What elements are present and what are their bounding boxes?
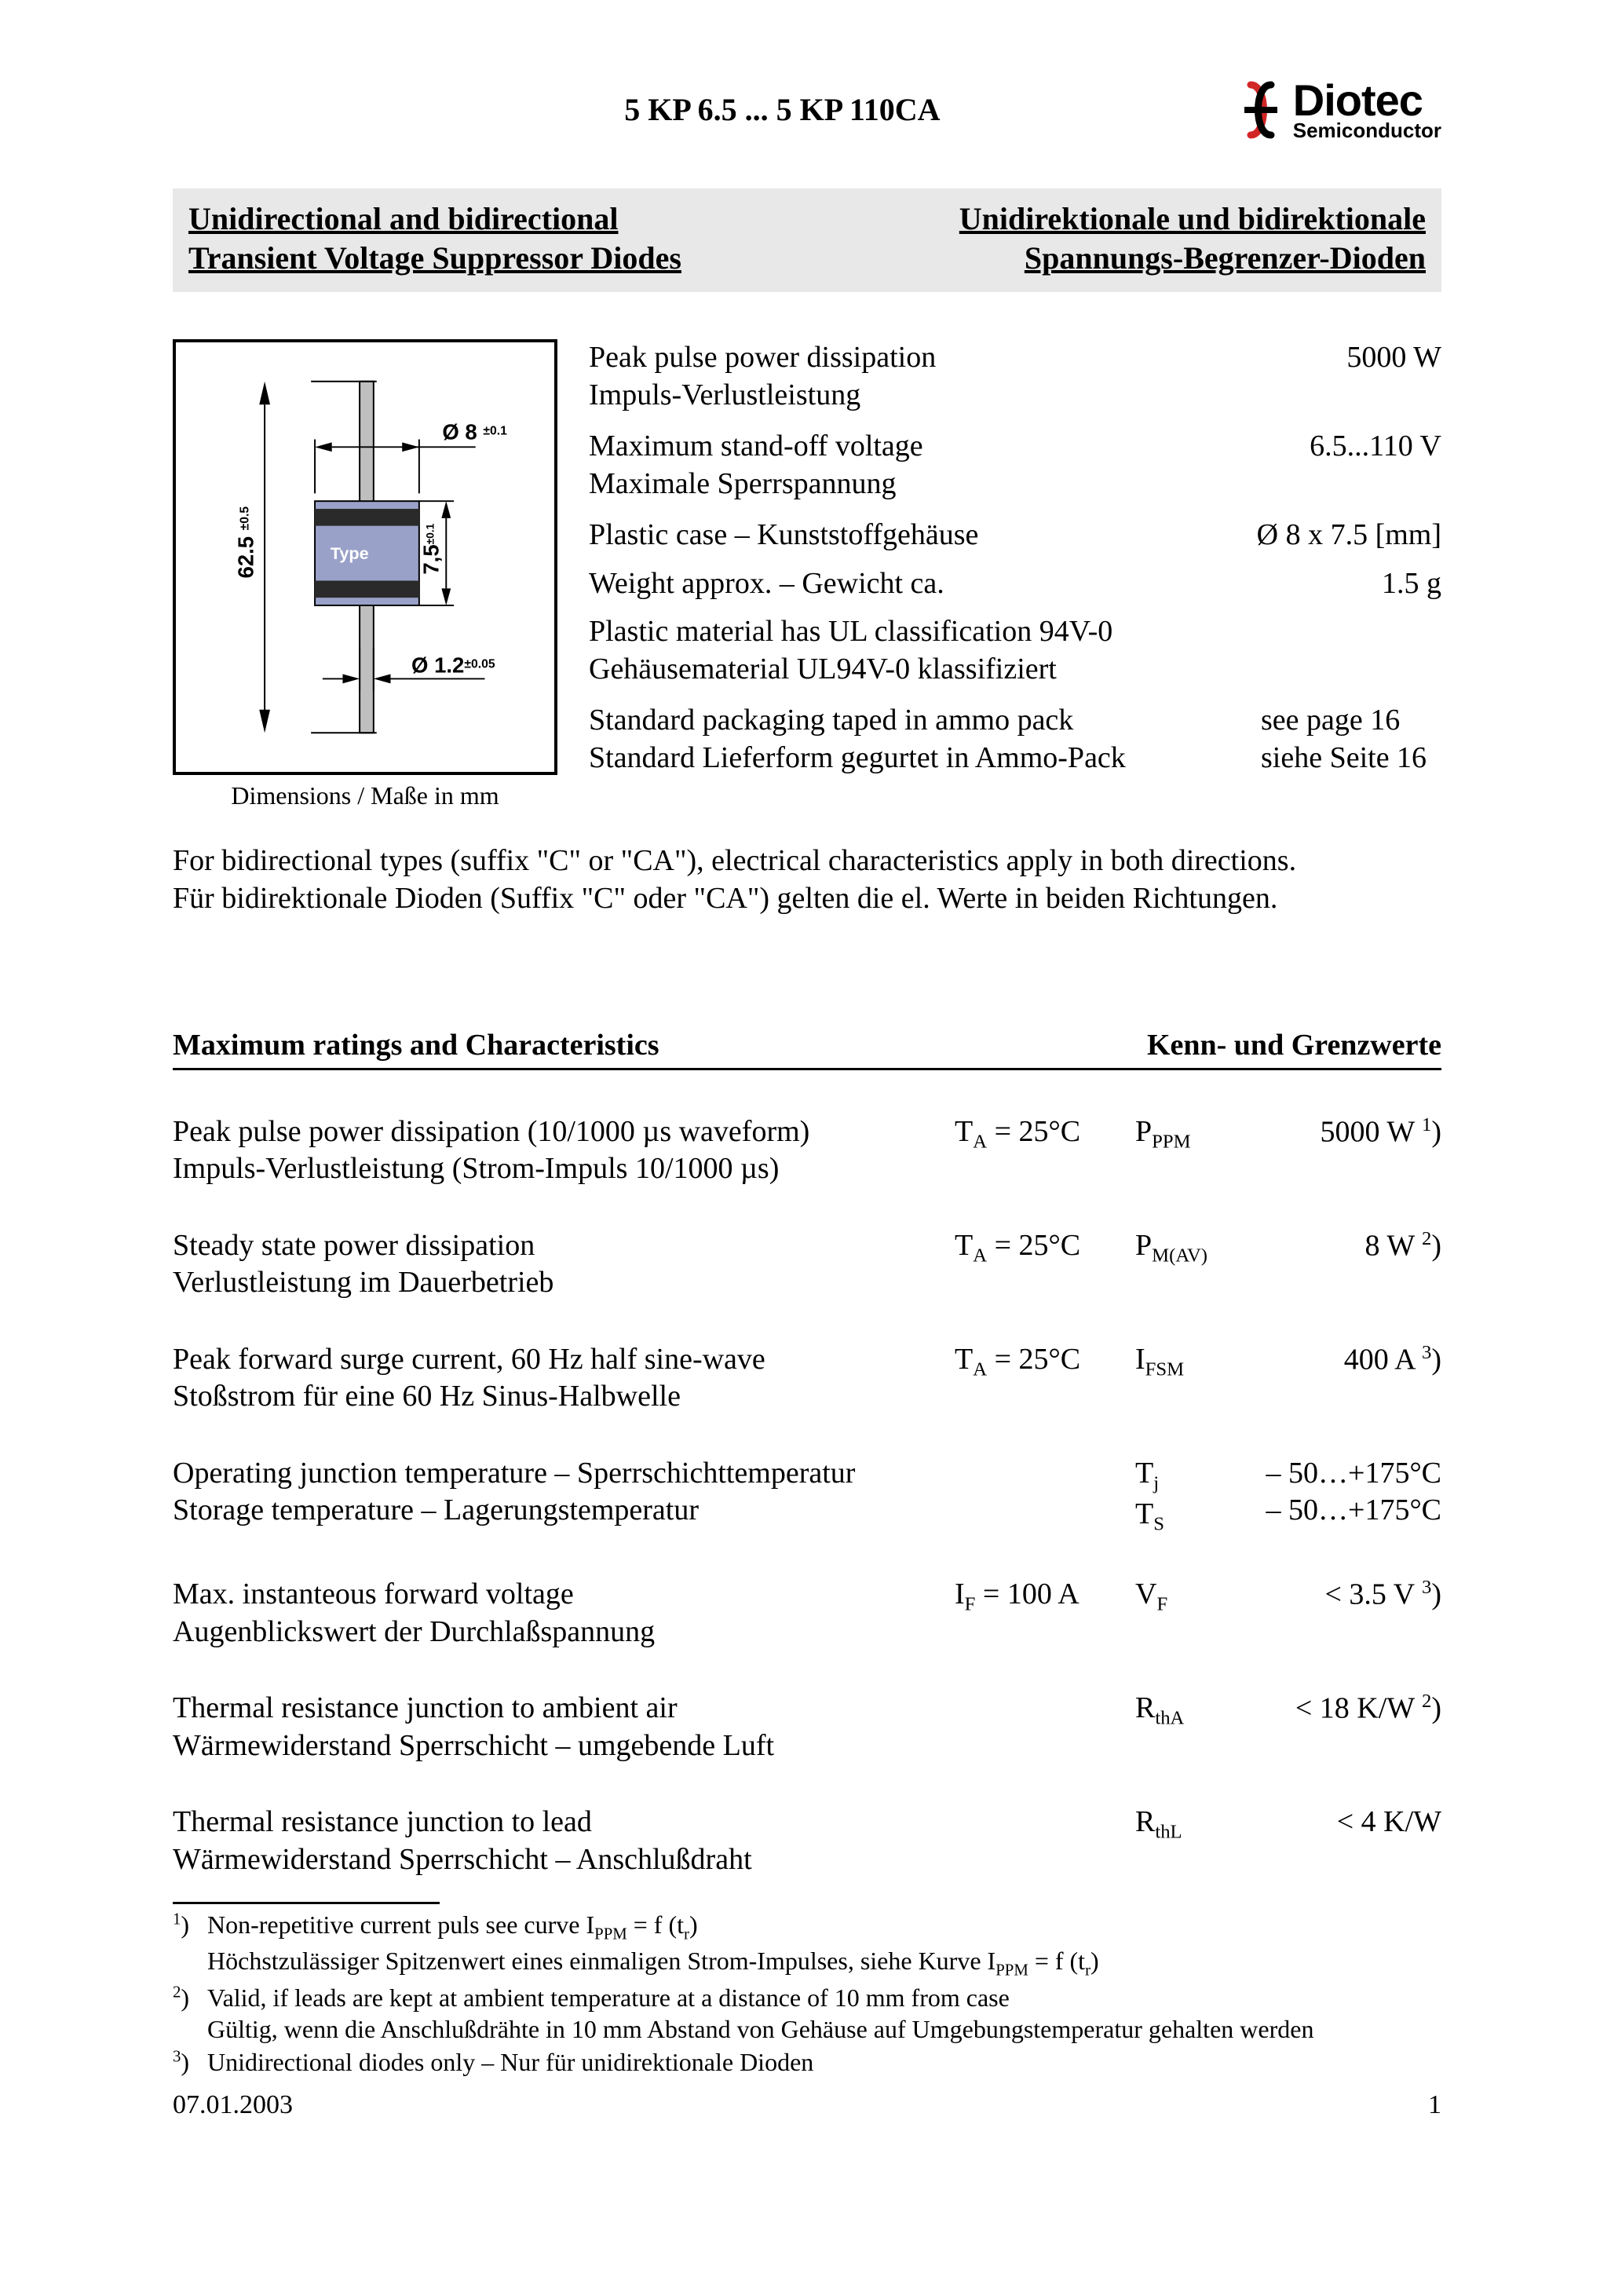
rating-symbol: PPPM [1135, 1113, 1253, 1154]
rating-value: 400 A 3) [1261, 1341, 1441, 1379]
footer-page-number: 1 [1428, 2089, 1441, 2122]
spec-value-de: siehe Seite 16 [1261, 741, 1427, 774]
footer-date: 07.01.2003 [173, 2089, 293, 2122]
title-english: Unidirectional and bidirectional Transie… [188, 199, 681, 278]
title-german: Unidirektionale und bidirektionale Spann… [959, 199, 1426, 278]
summary-section: Type 62.5 ±0.5 7,5±0.1 [173, 339, 1441, 811]
rating-symbol: IFSM [1135, 1341, 1253, 1382]
spec-value-en: see page 16 [1261, 704, 1400, 737]
bidirectional-note: For bidirectional types (suffix "C" or "… [173, 843, 1441, 917]
spec-label-de: Gehäusematerial UL94V-0 klassifiziert [589, 651, 1237, 689]
rating-desc-de: Wärmewiderstand Sperrschicht – Anschlußd… [173, 1843, 752, 1876]
rating-symbol: PM(AV) [1135, 1227, 1253, 1268]
rating-desc-en: Thermal resistance junction to ambient a… [173, 1691, 678, 1724]
rating-desc-en: Thermal resistance junction to lead [173, 1805, 592, 1838]
spec-label-en: Plastic case – Kunststoffgehäuse [589, 518, 978, 551]
spec-value: 1.5 g [1261, 565, 1441, 603]
footnote-en: Unidirectional diodes only – Nur für uni… [207, 2048, 813, 2076]
rating-desc-en: Peak forward surge current, 60 Hz half s… [173, 1343, 765, 1376]
rating-value: < 3.5 V 3) [1261, 1576, 1441, 1614]
rating-symbol: RthA [1135, 1690, 1253, 1731]
ratings-header-left: Maximum ratings and Characteristics [173, 1027, 659, 1065]
rating-condition: TA = 25°C [955, 1227, 1127, 1268]
rating-desc-en: Operating junction temperature – Sperrsc… [173, 1457, 855, 1490]
svg-text:62.5 ±0.5: 62.5 ±0.5 [233, 506, 258, 579]
rating-condition: IF = 100 A [955, 1576, 1127, 1617]
ratings-header-right: Kenn- und Grenzwerte [1147, 1027, 1441, 1065]
spec-label-en: Maximum stand-off voltage [589, 430, 923, 462]
rating-desc-de: Impuls-Verlustleistung (Strom-Impuls 10/… [173, 1152, 779, 1185]
logo-brand-subtitle: Semiconductor [1293, 121, 1441, 141]
spec-value: 6.5...110 V [1261, 428, 1441, 466]
title-en-line2: Transient Voltage Suppressor Diodes [188, 240, 681, 276]
rating-value: 8 W 2) [1261, 1227, 1441, 1265]
footnote-en: Valid, if leads are kept at ambient temp… [207, 1983, 1010, 2012]
rating-desc-en: Steady state power dissipation [173, 1229, 535, 1262]
rating-condition: TA = 25°C [955, 1113, 1127, 1154]
svg-text:7,5±0.1: 7,5±0.1 [418, 523, 443, 574]
spec-label-de: Impuls-Verlustleistung [589, 377, 1237, 415]
title-de-line2: Spannungs-Begrenzer-Dioden [1025, 240, 1426, 276]
footnote-de: Höchstzulässiger Spitzenwert eines einma… [207, 1945, 1099, 1980]
bidi-note-en: For bidirectional types (suffix "C" or "… [173, 844, 1296, 877]
rating-value: 5000 W 1) [1261, 1113, 1441, 1151]
diagram-caption: Dimensions / Maße in mm [173, 780, 557, 811]
page-header: 5 KP 6.5 ... 5 KP 110CA Diotec Semicondu… [173, 79, 1441, 141]
brand-logo: Diotec Semiconductor [1235, 79, 1441, 141]
rating-desc-en: Max. instanteous forward voltage [173, 1578, 574, 1610]
spec-label-de: Maximale Sperrspannung [589, 466, 1237, 503]
ratings-table: Peak pulse power dissipation (10/1000 µs… [173, 1113, 1441, 1879]
spec-label-de: Standard Lieferform gegurtet in Ammo-Pac… [589, 740, 1237, 777]
rating-value: < 18 K/W 2) [1261, 1690, 1441, 1727]
rating-desc-en: Peak pulse power dissipation (10/1000 µs… [173, 1115, 809, 1148]
spec-label-en: Standard packaging taped in ammo pack [589, 704, 1073, 737]
spec-label-en: Peak pulse power dissipation [589, 341, 936, 374]
rating-value: < 4 K/W [1261, 1804, 1441, 1841]
ratings-header: Maximum ratings and Characteristics Kenn… [173, 1027, 1441, 1070]
logo-brand-name: Diotec [1293, 79, 1441, 121]
svg-text:Ø 1.2±0.05: Ø 1.2±0.05 [411, 653, 495, 678]
package-diagram: Type 62.5 ±0.5 7,5±0.1 [173, 339, 557, 811]
rating-symbol: RthL [1135, 1804, 1253, 1844]
part-number-range: 5 KP 6.5 ... 5 KP 110CA [330, 90, 1235, 130]
spec-value: 5000 W [1261, 339, 1441, 377]
spec-label-en: Weight approx. – Gewicht ca. [589, 567, 944, 600]
rating-desc-de: Storage temperature – Lagerungstemperatu… [173, 1493, 699, 1526]
diagram-frame: Type 62.5 ±0.5 7,5±0.1 [173, 339, 557, 775]
rating-condition: TA = 25°C [955, 1341, 1127, 1382]
page-footer: 07.01.2003 1 [173, 2089, 1441, 2122]
rating-desc-de: Verlustleistung im Dauerbetrieb [173, 1266, 553, 1299]
bidi-note-de: Für bidirektionale Dioden (Suffix "C" od… [173, 882, 1277, 915]
svg-text:Ø 8 ±0.1: Ø 8 ±0.1 [442, 419, 507, 444]
rating-desc-de: Wärmewiderstand Sperrschicht – umgebende… [173, 1729, 774, 1762]
spec-value: Ø 8 x 7.5 [mm] [1257, 517, 1441, 554]
rating-value: – 50…+175°C– 50…+175°C [1261, 1455, 1441, 1530]
key-specs: Peak pulse power dissipation Impuls-Verl… [589, 339, 1441, 777]
title-en-line1: Unidirectional and bidirectional [188, 201, 618, 236]
diotec-logo-icon [1235, 79, 1287, 141]
footnote-de: Gültig, wenn die Anschlußdrähte in 10 mm… [207, 2013, 1313, 2045]
footnote-2: 2) Valid, if leads are kept at ambient t… [173, 1982, 1441, 2045]
rating-desc-de: Stoßstrom für eine 60 Hz Sinus-Halbwelle [173, 1380, 681, 1413]
title-bar: Unidirectional and bidirectional Transie… [173, 188, 1441, 292]
footnote-en: Non-repetitive current puls see curve IP… [207, 1910, 698, 1939]
rating-symbol: VF [1135, 1576, 1253, 1617]
type-label: Type [331, 543, 369, 563]
spec-label-en: Plastic material has UL classification 9… [589, 615, 1112, 648]
title-de-line1: Unidirektionale und bidirektionale [959, 201, 1426, 236]
rating-desc-de: Augenblickswert der Durchlaßspannung [173, 1615, 655, 1648]
rating-symbol: TjTS [1135, 1455, 1253, 1537]
footnote-3: 3) Unidirectional diodes only – Nur für … [173, 2046, 1441, 2078]
footnote-1: 1) Non-repetitive current puls see curve… [173, 1909, 1441, 1980]
footnote-rule [173, 1902, 440, 1904]
